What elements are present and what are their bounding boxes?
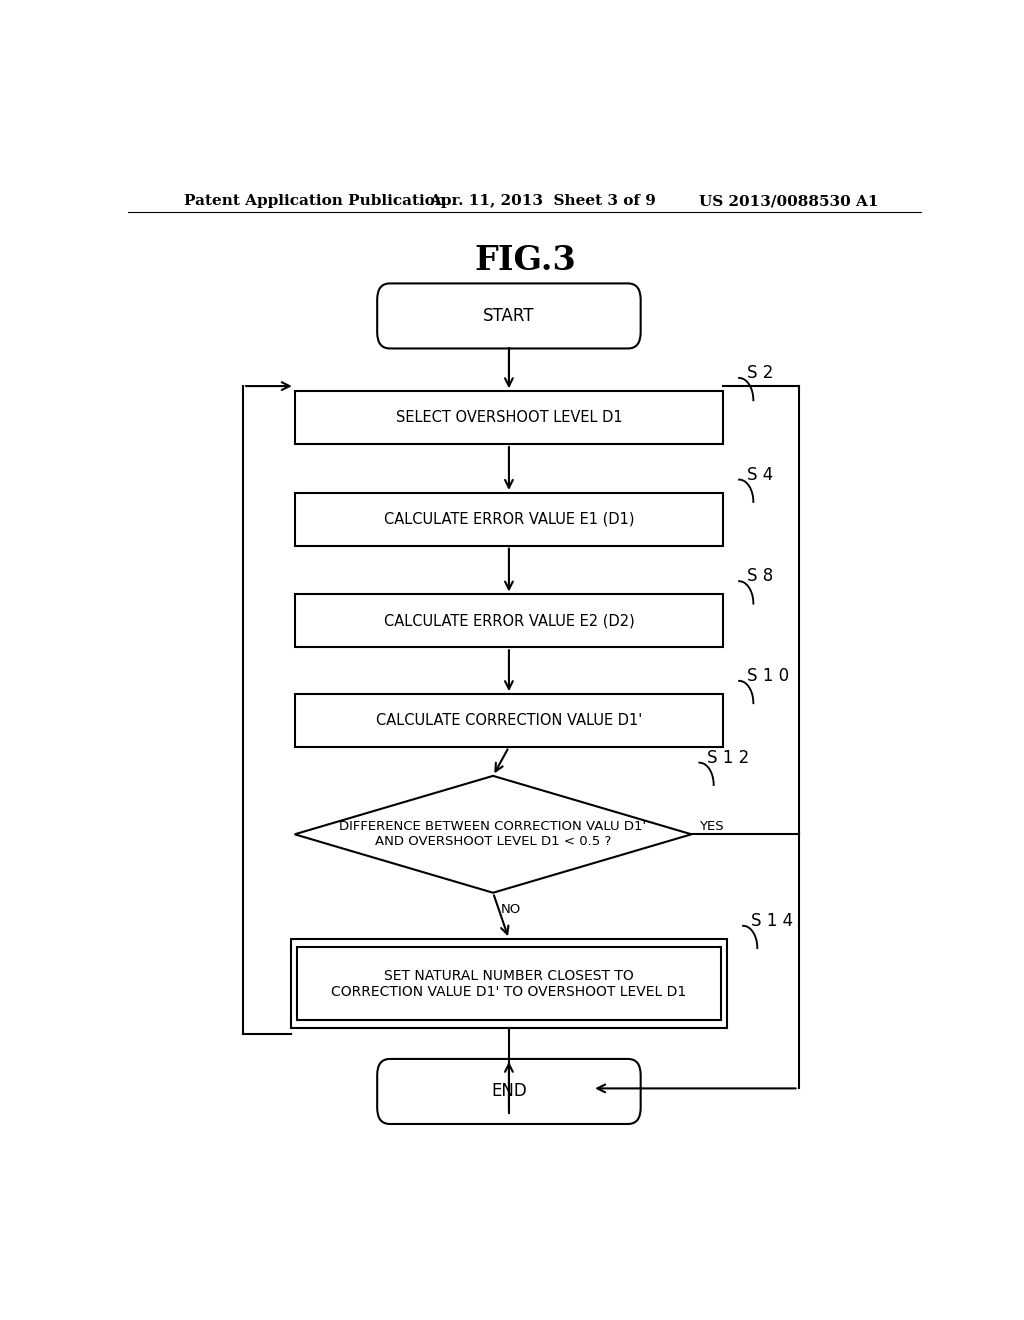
Text: S 8: S 8 bbox=[748, 568, 773, 585]
Polygon shape bbox=[295, 694, 723, 747]
Text: S 1 4: S 1 4 bbox=[751, 912, 794, 929]
Text: S 1 0: S 1 0 bbox=[748, 667, 790, 685]
Text: SET NATURAL NUMBER CLOSEST TO
CORRECTION VALUE D1' TO OVERSHOOT LEVEL D1: SET NATURAL NUMBER CLOSEST TO CORRECTION… bbox=[332, 969, 686, 999]
Polygon shape bbox=[295, 492, 723, 545]
Text: S 1 2: S 1 2 bbox=[708, 748, 750, 767]
Text: CALCULATE ERROR VALUE E1 (D1): CALCULATE ERROR VALUE E1 (D1) bbox=[384, 512, 634, 527]
Text: START: START bbox=[483, 308, 535, 325]
Text: DIFFERENCE BETWEEN CORRECTION VALU D1'
AND OVERSHOOT LEVEL D1 < 0.5 ?: DIFFERENCE BETWEEN CORRECTION VALU D1' A… bbox=[340, 820, 646, 849]
Text: CALCULATE CORRECTION VALUE D1': CALCULATE CORRECTION VALUE D1' bbox=[376, 713, 642, 727]
Text: FIG.3: FIG.3 bbox=[474, 244, 575, 277]
Text: NO: NO bbox=[501, 903, 521, 916]
Polygon shape bbox=[291, 939, 727, 1028]
FancyBboxPatch shape bbox=[377, 1059, 641, 1125]
Polygon shape bbox=[295, 776, 691, 892]
Text: Patent Application Publication: Patent Application Publication bbox=[183, 194, 445, 209]
Text: SELECT OVERSHOOT LEVEL D1: SELECT OVERSHOOT LEVEL D1 bbox=[395, 411, 623, 425]
Polygon shape bbox=[295, 594, 723, 647]
Polygon shape bbox=[297, 948, 721, 1020]
FancyBboxPatch shape bbox=[377, 284, 641, 348]
Text: YES: YES bbox=[699, 820, 724, 833]
Text: END: END bbox=[492, 1082, 526, 1101]
Text: Apr. 11, 2013  Sheet 3 of 9: Apr. 11, 2013 Sheet 3 of 9 bbox=[430, 194, 656, 209]
Text: S 4: S 4 bbox=[748, 466, 773, 483]
Text: CALCULATE ERROR VALUE E2 (D2): CALCULATE ERROR VALUE E2 (D2) bbox=[384, 614, 634, 628]
Polygon shape bbox=[295, 391, 723, 444]
Text: US 2013/0088530 A1: US 2013/0088530 A1 bbox=[699, 194, 879, 209]
Text: S 2: S 2 bbox=[748, 364, 773, 381]
